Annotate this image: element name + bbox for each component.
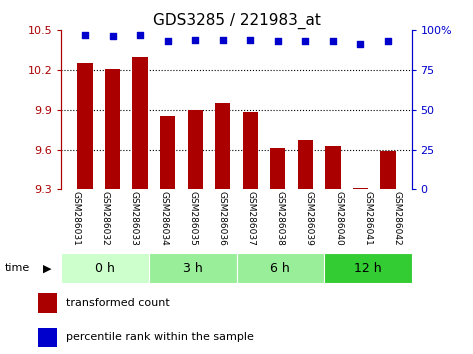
Bar: [160, 116, 175, 189]
Point: [164, 38, 171, 44]
Text: 6 h: 6 h: [271, 262, 290, 275]
Text: GSM286038: GSM286038: [276, 191, 285, 246]
Bar: [353, 188, 368, 189]
Point: [246, 37, 254, 42]
Text: GSM286039: GSM286039: [305, 191, 314, 246]
Point: [81, 32, 89, 38]
Bar: [38, 328, 57, 347]
Bar: [325, 145, 341, 189]
Point: [384, 38, 392, 44]
Bar: [380, 151, 395, 189]
Text: GSM286031: GSM286031: [71, 191, 80, 246]
Bar: [215, 103, 230, 189]
Bar: [236, 253, 324, 283]
Text: ▶: ▶: [43, 263, 51, 273]
Text: 12 h: 12 h: [354, 262, 382, 275]
Bar: [38, 293, 57, 313]
Text: GSM286042: GSM286042: [393, 191, 402, 245]
Point: [109, 34, 116, 39]
Bar: [78, 63, 93, 189]
Text: GSM286040: GSM286040: [334, 191, 343, 245]
Text: 0 h: 0 h: [95, 262, 115, 275]
Text: GSM286033: GSM286033: [130, 191, 139, 246]
Bar: [132, 57, 148, 189]
Text: GSM286032: GSM286032: [101, 191, 110, 245]
Text: percentile rank within the sample: percentile rank within the sample: [66, 332, 254, 342]
Text: transformed count: transformed count: [66, 298, 170, 308]
Text: 3 h: 3 h: [183, 262, 202, 275]
Text: time: time: [5, 263, 30, 273]
Bar: [188, 110, 203, 189]
Bar: [298, 140, 313, 189]
Bar: [243, 113, 258, 189]
Point: [274, 38, 281, 44]
Bar: [149, 253, 236, 283]
Title: GDS3285 / 221983_at: GDS3285 / 221983_at: [153, 12, 320, 29]
Bar: [324, 253, 412, 283]
Text: GSM286036: GSM286036: [218, 191, 227, 246]
Text: GSM286035: GSM286035: [188, 191, 197, 246]
Point: [219, 37, 227, 42]
Bar: [105, 69, 120, 189]
Text: GSM286037: GSM286037: [246, 191, 255, 246]
Point: [357, 41, 364, 47]
Bar: [270, 148, 285, 189]
Bar: [61, 253, 149, 283]
Point: [302, 38, 309, 44]
Text: GSM286041: GSM286041: [363, 191, 372, 245]
Point: [136, 32, 144, 38]
Point: [329, 38, 337, 44]
Point: [192, 37, 199, 42]
Text: GSM286034: GSM286034: [159, 191, 168, 245]
